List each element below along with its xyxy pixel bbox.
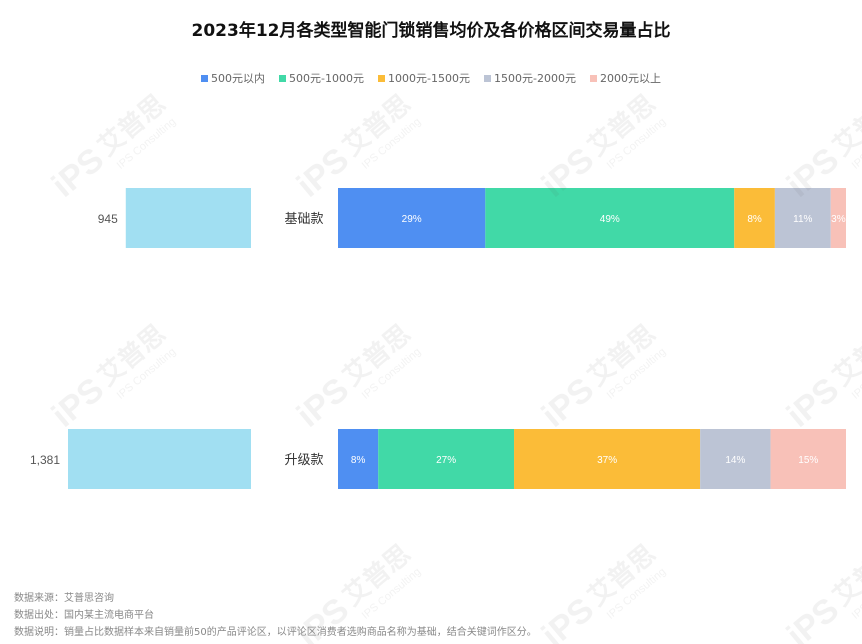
- stack-segment: [700, 429, 771, 489]
- avg-price-bar: [125, 188, 251, 248]
- legend-label: 500元以内: [211, 72, 266, 85]
- avg-price-label: 1,381: [30, 453, 60, 467]
- stack-segment: [830, 188, 846, 248]
- segment-label: 15%: [798, 455, 818, 466]
- segment-label: 11%: [793, 214, 812, 225]
- footnote-source: 数据来源：艾普思咨询: [14, 593, 114, 604]
- footnote-note: 数据说明：销量占比数据样本来自销量前50的产品评论区，以评论区消费者选购商品名称…: [14, 627, 537, 638]
- segment-label: 3%: [831, 214, 846, 225]
- segment-label: 14%: [725, 455, 745, 466]
- segment-label: 49%: [600, 214, 620, 225]
- legend-swatch: [483, 74, 491, 82]
- stack-segment: [514, 429, 701, 489]
- legend-item: 500元以内: [201, 70, 265, 86]
- category-label: 基础款: [284, 212, 323, 227]
- segment-label: 29%: [402, 214, 422, 225]
- chart-title: 2023年12月各类型智能门锁销售均价及各价格区间交易量占比: [191, 21, 671, 41]
- avg-price-bar: [68, 429, 251, 489]
- legend-swatch: [589, 74, 597, 82]
- avg-price-label: 945: [98, 212, 118, 226]
- segment-label: 37%: [597, 455, 617, 466]
- segment-label: 8%: [351, 455, 366, 466]
- stack-segment: [338, 429, 379, 489]
- stack-segment: [770, 429, 846, 489]
- footnote-origin: 数据出处：国内某主流电商平台: [14, 610, 154, 621]
- stack-segment: [378, 429, 515, 489]
- legend-swatch: [279, 74, 287, 82]
- stack-segment: [338, 188, 486, 248]
- legend-swatch: [201, 74, 209, 82]
- legend-label: 1000元-1500元: [388, 72, 470, 85]
- legend-item: 500元-1000元: [279, 70, 364, 86]
- segment-label: 27%: [436, 455, 456, 466]
- legend-item: 2000元以上: [589, 70, 661, 86]
- stack-segment: [734, 188, 775, 248]
- category-label: 升级款: [284, 453, 323, 468]
- legend-item: 1500元-2000元: [483, 70, 576, 86]
- legend-label: 1500元-2000元: [493, 72, 576, 85]
- segment-label: 8%: [747, 214, 762, 225]
- stack-segment: [485, 188, 735, 248]
- legend-item: 1000元-1500元: [378, 70, 470, 86]
- legend-label: 500元-1000元: [289, 72, 365, 85]
- stack-segment: [774, 188, 831, 248]
- legend-label: 2000元以上: [599, 72, 661, 85]
- legend: 500元以内 500元-1000元 1000元-1500元 1500元-2000元 20…: [0, 70, 862, 86]
- legend-swatch: [378, 74, 386, 82]
